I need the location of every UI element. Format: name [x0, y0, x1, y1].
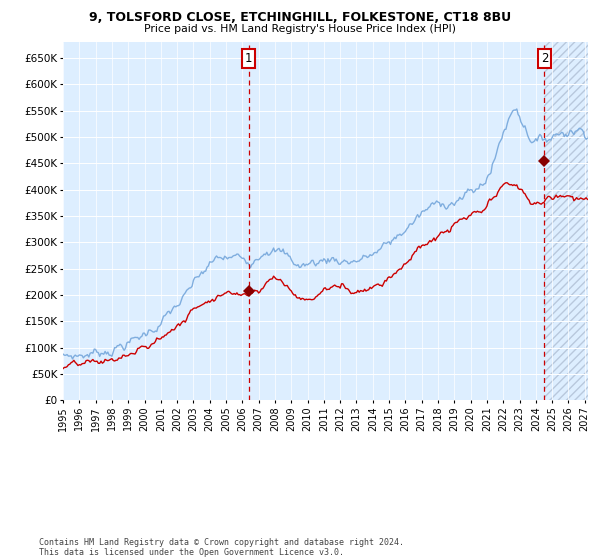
Text: 2: 2: [49, 501, 56, 510]
Text: 1: 1: [245, 52, 252, 64]
Text: Contains HM Land Registry data © Crown copyright and database right 2024.
This d: Contains HM Land Registry data © Crown c…: [39, 538, 404, 557]
Text: 9, TOLSFORD CLOSE, ETCHINGHILL, FOLKESTONE, CT18 8BU: 9, TOLSFORD CLOSE, ETCHINGHILL, FOLKESTO…: [89, 11, 511, 24]
Text: 1: 1: [49, 475, 56, 485]
Text: Price paid vs. HM Land Registry's House Price Index (HPI): Price paid vs. HM Land Registry's House …: [144, 24, 456, 34]
Text: 12-JUL-2024         £455,000         12% ↓ HPI: 12-JUL-2024 £455,000 12% ↓ HPI: [69, 501, 388, 510]
Bar: [544, 42, 588, 400]
Legend: 9, TOLSFORD CLOSE, ETCHINGHILL, FOLKESTONE, CT18 8BU (detached house), HPI: Aver: 9, TOLSFORD CLOSE, ETCHINGHILL, FOLKESTO…: [44, 421, 482, 461]
Text: 26-MAY-2006         £207,000         24% ↓ HPI: 26-MAY-2006 £207,000 24% ↓ HPI: [69, 475, 388, 485]
Text: 2: 2: [541, 52, 548, 64]
Bar: [544, 42, 588, 400]
